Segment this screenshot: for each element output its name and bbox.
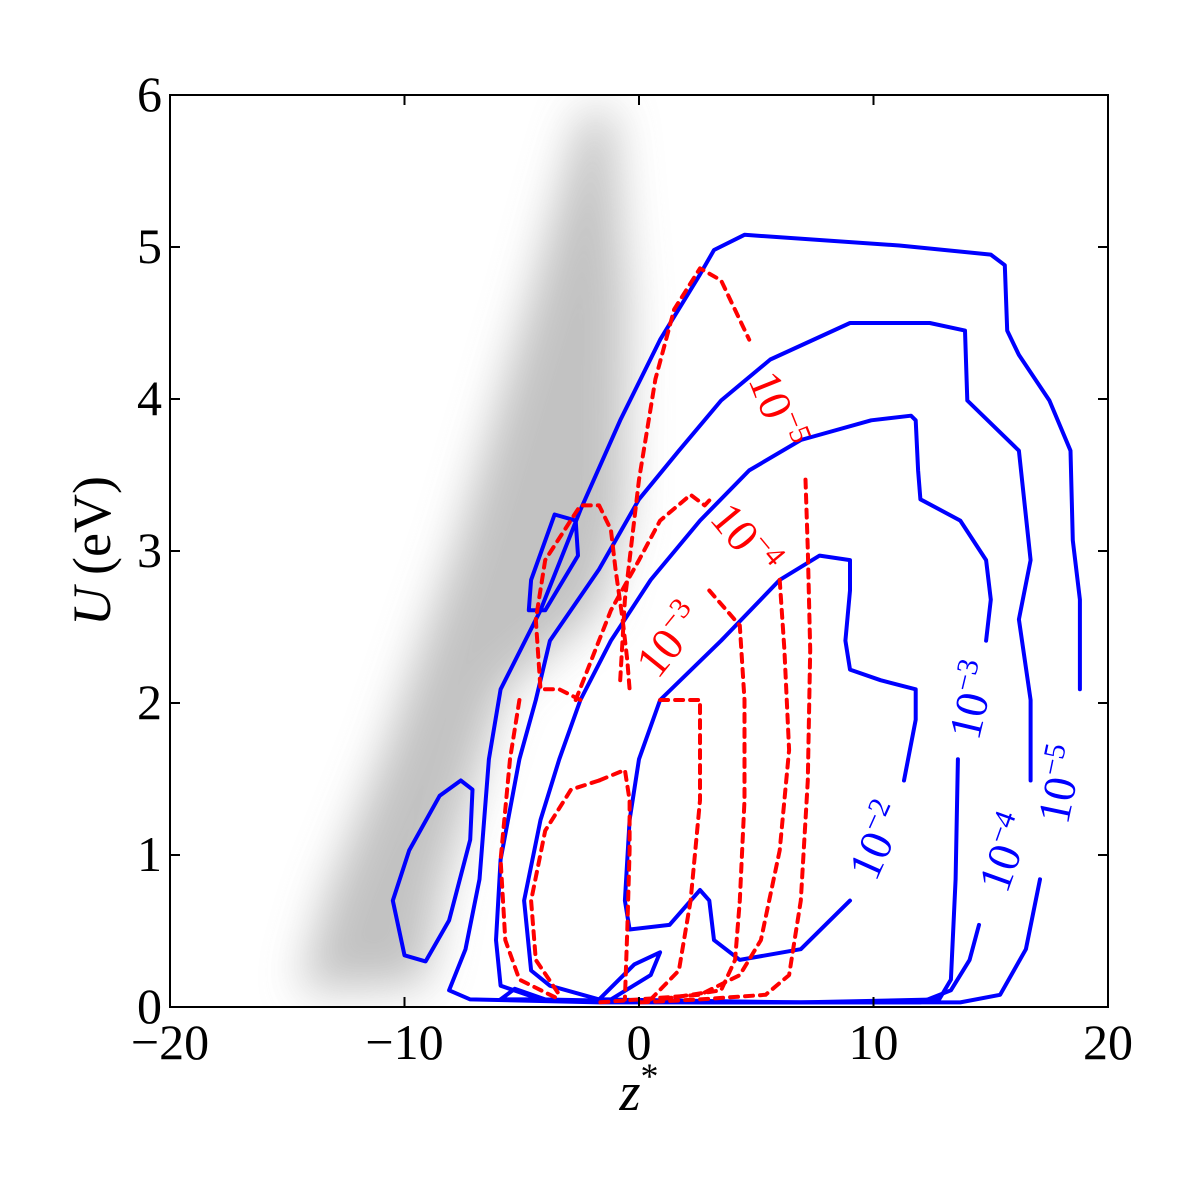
y-tick-label: 5 [137, 218, 162, 274]
contour-label-base: 10 [838, 824, 903, 887]
y-label-text: (eV) [62, 476, 122, 575]
x-axis-label: z* [618, 1056, 658, 1122]
contour-line [522, 413, 993, 1005]
y-axis-label: U (eV) [62, 476, 122, 626]
x-tick-label: −20 [131, 1014, 209, 1070]
contour-label-exponent: −3 [946, 656, 985, 695]
contour-label: 10−2 [835, 794, 916, 887]
contour-label-base: 10 [968, 838, 1032, 898]
x-tick-label: 20 [1083, 1014, 1133, 1070]
x-label-sup: * [641, 1056, 659, 1096]
contour-line [498, 986, 548, 1002]
contour-line [648, 698, 702, 1002]
y-tick-label: 6 [137, 66, 162, 122]
shading [300, 110, 628, 990]
contour-label-base: 10 [1027, 772, 1086, 827]
y-tick-label: 2 [137, 674, 162, 730]
x-label-base: z [618, 1062, 640, 1122]
contour-line [526, 512, 580, 613]
contour-line [498, 698, 562, 1002]
x-tick-label: 10 [849, 1014, 899, 1070]
y-tick-label: 1 [137, 826, 162, 882]
y-label-italic: U [62, 584, 122, 626]
plot-frame [169, 94, 1109, 1008]
contour-label-base: 10 [939, 687, 999, 744]
contour-label-exponent: −5 [1034, 740, 1073, 778]
contour-label: 10−4 [965, 807, 1042, 899]
contour-label: 10−3 [623, 592, 714, 687]
contour-line [597, 950, 663, 1002]
contour-line [533, 503, 747, 1002]
y-tick-label: 4 [137, 370, 162, 426]
density-shading [300, 110, 628, 990]
contour-line [529, 778, 602, 997]
x-tick-label: 0 [627, 1014, 652, 1070]
x-tick-label: −10 [365, 1014, 443, 1070]
contour-line [390, 778, 475, 964]
contour-label: 10−5 [1025, 740, 1094, 827]
contour-line [618, 266, 813, 1005]
y-tick-label: 3 [137, 522, 162, 578]
contour-label: 10−3 [936, 656, 1007, 744]
y-tick-label: 0 [137, 978, 162, 1034]
contour-line [597, 767, 632, 1002]
contours [390, 232, 1082, 1005]
